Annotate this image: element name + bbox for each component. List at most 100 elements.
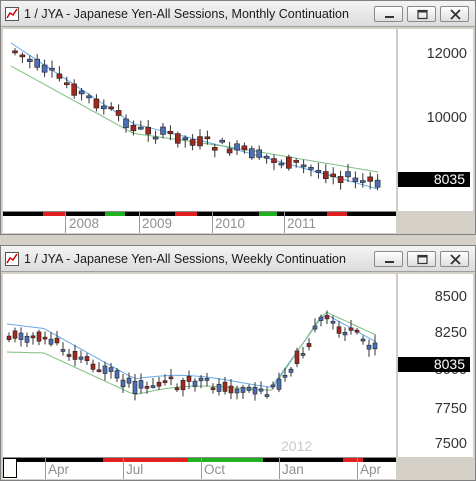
year-divider [65, 212, 66, 233]
candle-body [167, 130, 174, 135]
candle-body [228, 385, 234, 394]
candle-body [204, 136, 211, 140]
candle-body [114, 370, 120, 379]
session-segment [259, 212, 277, 216]
candle-body [49, 67, 55, 71]
last-price-marker: 8035 [398, 172, 470, 187]
candle-body [352, 177, 359, 182]
candle-body [212, 147, 218, 151]
candle-body [144, 386, 150, 389]
x-tick-label: 2008 [69, 216, 100, 231]
candle-body [108, 367, 114, 372]
session-segment [343, 458, 363, 462]
candle-body [276, 378, 282, 390]
x-tick-label: Apr [360, 462, 382, 477]
candle-body [26, 58, 33, 62]
maximize-icon [417, 254, 428, 265]
candle-body [175, 133, 181, 144]
candle-body [42, 336, 48, 340]
candle-body [152, 136, 159, 140]
candle-body [93, 98, 100, 109]
candle-body [138, 126, 144, 130]
last-price-marker: 8035 [398, 357, 470, 372]
moving-average-slow [10, 65, 379, 173]
candle-body [48, 338, 54, 345]
close-button[interactable] [440, 6, 469, 22]
candle-body [189, 139, 196, 146]
x-tick-label: Oct [204, 462, 226, 477]
candle-body [66, 354, 72, 357]
session-segment [65, 212, 105, 216]
candle-body [372, 342, 378, 350]
close-button[interactable] [440, 251, 469, 267]
candle-body [60, 349, 66, 352]
y-tick-label: 8250 [434, 325, 467, 341]
candle-body [336, 326, 342, 334]
candle-body [270, 384, 276, 388]
minimize-button[interactable] [374, 251, 403, 267]
moving-average-fast [10, 42, 379, 190]
candle-body [123, 118, 129, 129]
candle-body [222, 381, 228, 392]
candle-body [186, 375, 192, 382]
window-title: 1 / JYA - Japanese Yen-All Sessions, Wee… [24, 252, 346, 266]
x-tick-label: 2010 [215, 216, 246, 231]
session-segment [277, 212, 327, 216]
monthly-price-plot[interactable] [3, 29, 396, 211]
monthly-title-bar[interactable]: 1 / JYA - Japanese Yen-All Sessions, Mon… [1, 1, 475, 27]
x-tick-label: 2009 [142, 216, 173, 231]
candle-body [78, 90, 85, 95]
candle-body [30, 335, 36, 339]
monthly-price-axis[interactable]: 12000 10000 8035 [397, 29, 473, 211]
minimize-button[interactable] [374, 6, 403, 22]
candle-body [258, 388, 264, 392]
weekly-price-plot[interactable] [3, 274, 396, 457]
candle-body [324, 315, 330, 320]
candle-body [130, 124, 137, 132]
maximize-button[interactable] [407, 6, 436, 22]
chart-app-icon [5, 7, 19, 21]
monthly-time-axis[interactable]: 2008 2009 2010 2011 [3, 211, 396, 233]
candle-body [197, 136, 203, 147]
weekly-title-bar[interactable]: 1 / JYA - Japanese Yen-All Sessions, Wee… [1, 246, 475, 272]
weekly-chart-window[interactable]: 1 / JYA - Japanese Yen-All Sessions, Wee… [0, 245, 476, 481]
candle-body [138, 380, 144, 389]
candle-body [126, 377, 132, 384]
candle-body [318, 316, 324, 321]
candle-body [366, 344, 372, 350]
candle-body [168, 376, 174, 380]
close-icon [450, 9, 461, 20]
y-tick-label: 7750 [434, 401, 467, 417]
candle-body [56, 73, 63, 79]
candle-body [252, 386, 258, 395]
candle-body [300, 353, 306, 356]
candle-body [293, 160, 300, 163]
year-divider [212, 212, 213, 233]
candle-body [192, 380, 198, 387]
candle-body [101, 105, 107, 110]
session-color-bar [3, 212, 396, 216]
session-segment [188, 458, 263, 462]
candle-body [86, 95, 92, 99]
minimize-icon [385, 16, 394, 18]
candle-body [354, 329, 360, 333]
candle-body [12, 330, 18, 339]
corner-box[interactable] [3, 458, 17, 478]
candle-body [241, 145, 248, 151]
month-divider [279, 458, 280, 479]
maximize-button[interactable] [407, 251, 436, 267]
session-segment [125, 212, 175, 216]
monthly-chart-window[interactable]: 1 / JYA - Japanese Yen-All Sessions, Mon… [0, 0, 476, 235]
session-segment [263, 458, 343, 462]
session-segment [105, 212, 125, 216]
weekly-time-axis[interactable]: Apr Jul Oct Jan Apr [3, 457, 396, 479]
weekly-price-axis[interactable]: 8500 8250 8000 8035 7750 7500 [397, 274, 473, 457]
candle-body [226, 148, 233, 154]
candle-body [115, 110, 122, 116]
candle-body [285, 156, 292, 169]
candle-body [282, 374, 288, 378]
candle-body [96, 369, 102, 373]
candle-body [24, 335, 30, 343]
candle-body [219, 139, 225, 143]
y-tick-label: 10000 [426, 110, 467, 126]
